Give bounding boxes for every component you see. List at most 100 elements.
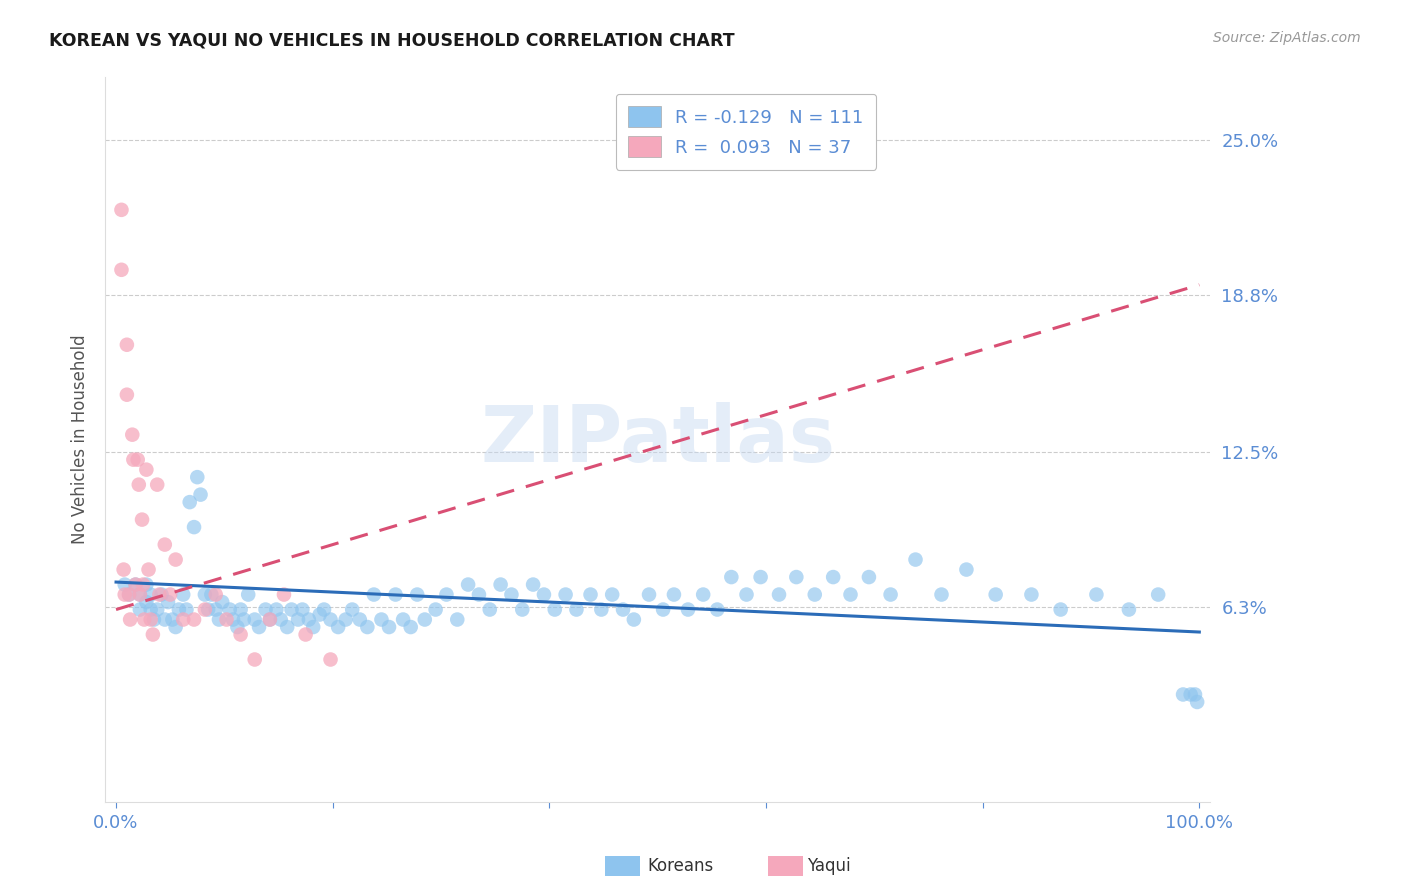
Point <box>134 613 156 627</box>
Point <box>623 613 645 627</box>
Point <box>308 607 330 622</box>
Point <box>662 588 685 602</box>
Point <box>720 570 742 584</box>
Point <box>183 520 205 534</box>
Point <box>162 613 184 627</box>
Point <box>768 588 790 602</box>
Point <box>259 613 281 627</box>
Point <box>167 602 190 616</box>
Point <box>139 613 162 627</box>
Point <box>229 627 252 641</box>
Point <box>165 552 187 566</box>
Point <box>446 613 468 627</box>
Point <box>839 588 862 602</box>
Point <box>159 588 181 602</box>
Point <box>406 588 429 602</box>
Point <box>114 577 136 591</box>
Text: Yaqui: Yaqui <box>807 857 851 875</box>
Point <box>501 588 523 602</box>
Point <box>172 613 194 627</box>
Point <box>298 613 321 627</box>
Point <box>291 602 314 616</box>
Point <box>128 588 150 602</box>
Point <box>183 613 205 627</box>
Point <box>135 595 157 609</box>
Point <box>153 613 176 627</box>
Point <box>200 588 222 602</box>
Point <box>243 652 266 666</box>
Point <box>254 602 277 616</box>
Text: Koreans: Koreans <box>647 857 713 875</box>
Point <box>179 495 201 509</box>
Point <box>735 588 758 602</box>
Point <box>194 588 217 602</box>
Point <box>211 595 233 609</box>
Point <box>356 620 378 634</box>
Point <box>280 602 302 616</box>
Point <box>692 588 714 602</box>
Point <box>363 588 385 602</box>
Point <box>222 613 245 627</box>
Point <box>194 602 217 616</box>
Point <box>326 620 349 634</box>
Point <box>128 602 150 616</box>
Point <box>468 588 491 602</box>
Point <box>232 613 254 627</box>
Point <box>858 570 880 584</box>
Point <box>413 613 436 627</box>
Point <box>1118 602 1140 616</box>
Point <box>165 620 187 634</box>
Point <box>273 588 295 602</box>
Point <box>153 538 176 552</box>
Point <box>110 262 132 277</box>
Point <box>204 602 226 616</box>
Point <box>142 627 165 641</box>
Point <box>1085 588 1108 602</box>
Point <box>984 588 1007 602</box>
Point <box>176 602 198 616</box>
Point <box>1021 588 1043 602</box>
Point <box>243 613 266 627</box>
Point <box>522 577 544 591</box>
Point <box>931 588 953 602</box>
Point <box>302 620 325 634</box>
Point <box>319 613 342 627</box>
Point <box>544 602 567 616</box>
Point <box>266 602 288 616</box>
Point <box>121 427 143 442</box>
Point <box>197 602 219 616</box>
Point <box>478 602 501 616</box>
Point <box>238 588 260 602</box>
Point <box>591 602 613 616</box>
Point <box>436 588 458 602</box>
Point <box>247 620 270 634</box>
Point <box>150 588 173 602</box>
Point <box>229 602 252 616</box>
Point <box>378 620 401 634</box>
Point <box>1049 602 1071 616</box>
Point <box>186 470 208 484</box>
Point <box>120 613 142 627</box>
Point <box>115 337 138 351</box>
Point <box>127 452 149 467</box>
Point <box>612 602 634 616</box>
Point <box>146 602 169 616</box>
Point <box>1185 695 1208 709</box>
Point <box>143 613 166 627</box>
Text: Source: ZipAtlas.com: Source: ZipAtlas.com <box>1213 31 1361 45</box>
Text: KOREAN VS YAQUI NO VEHICLES IN HOUSEHOLD CORRELATION CHART: KOREAN VS YAQUI NO VEHICLES IN HOUSEHOLD… <box>49 31 735 49</box>
Point <box>204 588 226 602</box>
Point <box>128 477 150 491</box>
Point <box>1171 688 1194 702</box>
Point <box>392 613 415 627</box>
Point <box>259 613 281 627</box>
Point <box>879 588 901 602</box>
Point <box>112 563 135 577</box>
Point <box>287 613 309 627</box>
Point <box>218 602 240 616</box>
Point <box>146 477 169 491</box>
Point <box>215 613 238 627</box>
Point <box>132 577 155 591</box>
Point <box>139 602 162 616</box>
Point <box>110 202 132 217</box>
